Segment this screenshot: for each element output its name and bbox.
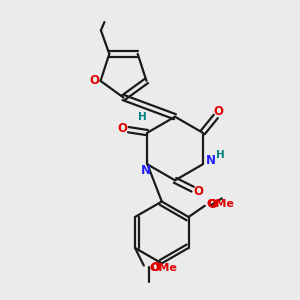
- Text: O: O: [213, 105, 223, 118]
- Text: N: N: [206, 154, 216, 166]
- Text: O: O: [118, 122, 128, 135]
- Text: O: O: [150, 261, 160, 274]
- Text: O: O: [207, 198, 217, 211]
- Text: O: O: [89, 74, 99, 87]
- Text: O: O: [193, 185, 203, 198]
- Text: OMe: OMe: [150, 263, 178, 273]
- Text: N: N: [141, 164, 151, 177]
- Text: H: H: [138, 112, 147, 122]
- Text: H: H: [216, 150, 225, 160]
- Text: OMe: OMe: [207, 199, 235, 209]
